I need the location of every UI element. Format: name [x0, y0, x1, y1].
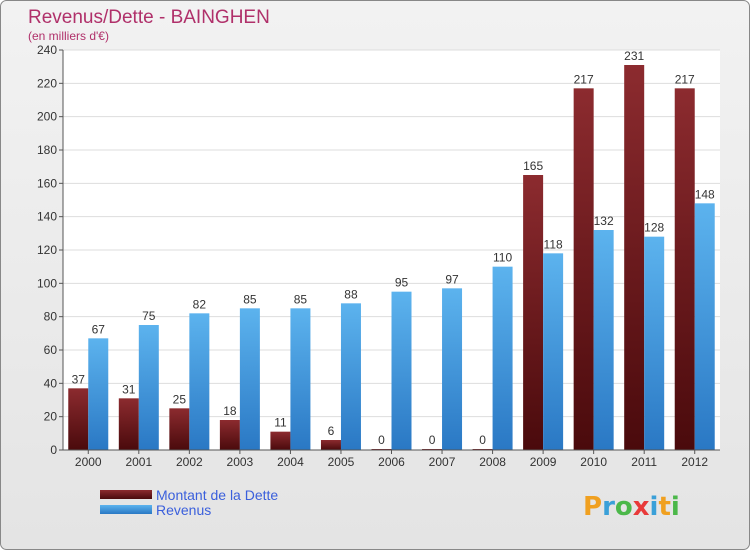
data-label-revenus: 110 — [493, 251, 512, 265]
legend-swatch-debt — [100, 490, 152, 499]
legend-label-debt: Montant de la Dette — [156, 487, 278, 503]
data-label-revenus: 67 — [92, 322, 106, 336]
y-tick-label: 160 — [37, 176, 57, 190]
x-tick-label: 2004 — [277, 455, 304, 469]
data-label-revenus: 85 — [294, 292, 308, 306]
data-label-debt: 217 — [574, 72, 594, 86]
data-label-debt: 18 — [223, 404, 237, 418]
x-tick-label: 2011 — [631, 455, 657, 469]
data-label-revenus: 97 — [445, 272, 459, 286]
data-label-debt: 25 — [173, 392, 187, 406]
proxiti-logo: Proxiti — [583, 492, 680, 522]
x-tick-label: 2007 — [429, 455, 456, 469]
bar-revenus — [593, 230, 614, 450]
data-label-revenus: 118 — [544, 237, 563, 251]
x-tick-label: 2005 — [328, 455, 355, 469]
x-tick-label: 2006 — [378, 455, 405, 469]
x-tick-label: 2009 — [530, 455, 557, 469]
bar-revenus — [138, 325, 159, 450]
y-tick-label: 200 — [37, 110, 57, 124]
bar-debt — [118, 398, 139, 450]
y-tick-label: 240 — [37, 43, 57, 57]
data-label-revenus: 88 — [344, 287, 358, 301]
bar-debt — [68, 388, 89, 450]
data-label-debt: 31 — [122, 382, 136, 396]
bar-debt — [624, 65, 645, 450]
data-label-debt: 217 — [675, 72, 695, 86]
y-tick-label: 220 — [37, 76, 57, 90]
x-tick-label: 2008 — [479, 455, 506, 469]
data-label-revenus: 95 — [395, 276, 409, 290]
bar-revenus — [644, 236, 665, 450]
data-label-debt: 37 — [72, 372, 86, 386]
data-label-revenus: 148 — [695, 187, 715, 201]
bar-debt — [320, 440, 341, 450]
chart-title: Revenus/Dette - BAINGHEN — [28, 7, 270, 28]
y-tick-label: 20 — [44, 410, 58, 424]
data-label-debt: 231 — [624, 49, 644, 63]
y-tick-label: 0 — [50, 443, 57, 457]
legend-swatch-revenus — [100, 505, 152, 514]
bars: 37 67 31 75 25 82 18 85 11 85 6 88 0 95 0 97 0 110 165 118 2… — [68, 49, 715, 450]
y-tick-label: 60 — [44, 343, 58, 357]
bar-revenus — [239, 308, 260, 450]
bar-debt — [270, 431, 291, 450]
bar-revenus — [391, 291, 412, 450]
data-label-debt: 0 — [429, 433, 436, 447]
legend-label-revenus: Revenus — [156, 502, 211, 518]
y-tick-label: 80 — [44, 310, 58, 324]
bar-debt — [169, 408, 190, 450]
bar-revenus — [290, 308, 311, 450]
data-label-debt: 0 — [378, 433, 385, 447]
x-axis: 2000 2001 2002 2003 2004 2005 2006 2007 2008 2009… — [63, 449, 720, 469]
bar-revenus — [189, 313, 210, 450]
bar-debt — [573, 88, 594, 450]
proxiti-logo-text: Proxiti — [583, 492, 680, 522]
data-label-debt: 165 — [523, 159, 543, 173]
y-tick-label: 40 — [44, 376, 58, 390]
data-label-debt: 6 — [328, 424, 335, 438]
bar-revenus — [442, 288, 463, 450]
bar-revenus — [492, 266, 513, 450]
x-tick-label: 2003 — [227, 455, 254, 469]
bar-debt — [523, 175, 544, 450]
x-tick-label: 2001 — [125, 455, 152, 469]
data-label-revenus: 82 — [193, 297, 207, 311]
data-label-revenus: 132 — [594, 214, 614, 228]
data-label-debt: 11 — [274, 416, 287, 430]
bar-revenus — [694, 203, 715, 450]
y-tick-label: 100 — [37, 276, 57, 290]
x-tick-label: 2012 — [681, 455, 708, 469]
data-label-revenus: 128 — [644, 221, 664, 235]
x-tick-label: 2000 — [75, 455, 102, 469]
bar-revenus — [88, 338, 109, 450]
bar-debt — [219, 420, 240, 450]
chart-subtitle: (en milliers d'€) — [28, 29, 109, 43]
bar-revenus — [340, 303, 361, 450]
x-tick-label: 2010 — [580, 455, 607, 469]
y-axis: 0 20 40 60 80 100 120 140 160 180 200 220 240 — [37, 43, 64, 457]
data-label-revenus: 75 — [142, 309, 156, 323]
y-tick-label: 180 — [37, 143, 57, 157]
y-tick-label: 120 — [37, 243, 57, 257]
data-label-debt: 0 — [479, 433, 486, 447]
data-label-revenus: 85 — [243, 292, 257, 306]
bar-debt — [674, 88, 695, 450]
legend: Montant de la Dette Revenus — [100, 487, 278, 518]
x-tick-label: 2002 — [176, 455, 203, 469]
bar-revenus — [543, 253, 564, 450]
y-tick-label: 140 — [37, 210, 57, 224]
